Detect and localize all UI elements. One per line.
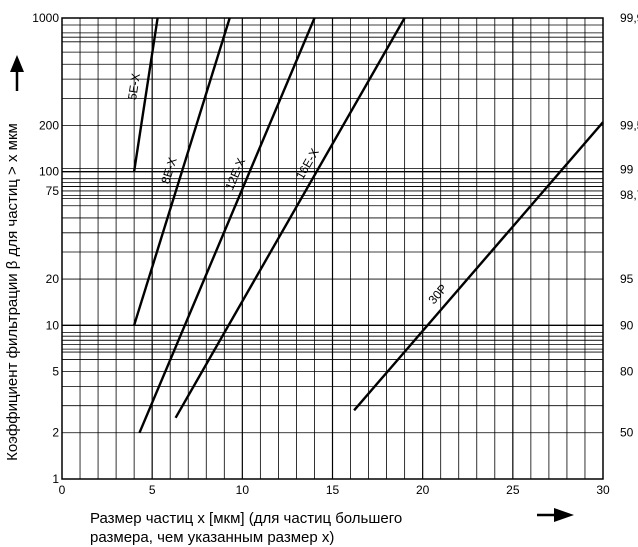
right-tick-label: 95 bbox=[620, 272, 634, 286]
y-tick-label: 200 bbox=[39, 118, 59, 132]
series-label: 5E-X bbox=[125, 72, 143, 100]
series-line bbox=[132, 17, 159, 172]
series-line bbox=[353, 121, 604, 412]
series-label: 8E-X bbox=[158, 156, 179, 186]
right-tick-label: 99,9 bbox=[620, 11, 638, 25]
y-tick-label: 100 bbox=[39, 165, 59, 179]
x-tick-label: 15 bbox=[326, 483, 340, 497]
grid bbox=[62, 18, 603, 479]
x-tick-label: 25 bbox=[506, 483, 520, 497]
y-tick-label: 75 bbox=[46, 184, 60, 198]
y-tick-label: 10 bbox=[46, 318, 60, 332]
x-axis-title-line1: Размер частиц x [мкм] (для частиц больше… bbox=[90, 510, 402, 527]
x-tick-label: 0 bbox=[59, 483, 66, 497]
right-tick-label: 80 bbox=[620, 365, 634, 379]
series-line bbox=[138, 17, 316, 434]
x-tick-label: 20 bbox=[416, 483, 430, 497]
tick-labels: 0 5 10 15 20 25 301251020751002001000508090959… bbox=[32, 11, 638, 497]
x-tick-label: 30 bbox=[596, 483, 610, 497]
series-label: 16E-X bbox=[293, 146, 322, 182]
series-line bbox=[174, 17, 406, 419]
right-tick-label: 90 bbox=[620, 318, 634, 332]
plot-frame bbox=[61, 17, 604, 480]
x-tick-label: 10 bbox=[236, 483, 250, 497]
y-axis-arrow bbox=[10, 55, 24, 91]
right-tick-label: 99 bbox=[620, 163, 634, 177]
series-line bbox=[132, 17, 231, 326]
y-tick-label: 1 bbox=[52, 472, 59, 486]
y-tick-label: 1000 bbox=[32, 11, 59, 25]
x-axis-arrow bbox=[537, 508, 574, 522]
y-tick-label: 2 bbox=[52, 426, 59, 440]
right-tick-label: 98,7 bbox=[620, 188, 638, 202]
x-axis-title-line2: размера, чем указанным размер x) bbox=[90, 529, 334, 546]
y-axis-title: Коэффициент фильтрации β для частиц > x … bbox=[4, 123, 21, 461]
right-tick-label: 99,5 bbox=[620, 118, 638, 132]
series-lines bbox=[132, 17, 604, 434]
right-tick-label: 50 bbox=[620, 426, 634, 440]
y-tick-label: 5 bbox=[52, 365, 59, 379]
x-tick-label: 5 bbox=[149, 483, 156, 497]
y-tick-label: 20 bbox=[46, 272, 60, 286]
